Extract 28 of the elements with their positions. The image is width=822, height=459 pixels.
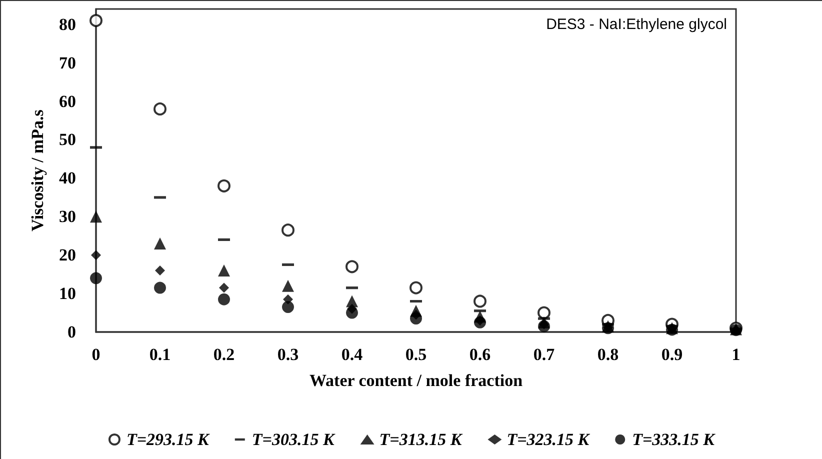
y-tick-label: 0 xyxy=(68,322,76,342)
x-tick-label: 0.2 xyxy=(213,345,235,364)
y-tick-label: 10 xyxy=(59,284,76,304)
legend-label: T=333.15 K xyxy=(632,430,716,449)
y-tick-label: 70 xyxy=(59,53,76,72)
y-axis-title: Viscosity / mPa.s xyxy=(28,109,47,232)
x-tick-label: 0.1 xyxy=(149,345,171,364)
legend-label: T=313.15 K xyxy=(379,430,464,449)
y-tick-label: 80 xyxy=(59,14,76,34)
x-tick-label: 0.6 xyxy=(469,345,491,364)
x-tick-label: 0.9 xyxy=(661,345,683,364)
y-tick-label: 50 xyxy=(59,130,76,150)
annotation: DES3 - NaI:Ethylene glycol xyxy=(546,16,728,33)
x-tick-label: 1 xyxy=(732,345,740,364)
legend-label: T=303.15 K xyxy=(252,430,336,449)
x-tick-label: 0.3 xyxy=(277,345,299,364)
x-tick-label: 0.5 xyxy=(405,345,427,364)
y-tick-label: 60 xyxy=(59,92,76,111)
x-tick-label: 0.8 xyxy=(597,345,619,364)
y-tick-label: 20 xyxy=(59,246,76,265)
x-tick-label: 0.7 xyxy=(533,345,556,364)
legend-label: T=293.15 K xyxy=(126,430,211,449)
x-axis-title: Water content / mole fraction xyxy=(309,371,524,390)
y-tick-label: 40 xyxy=(59,168,76,188)
y-tick-label: 30 xyxy=(59,207,76,226)
legend-label: T=323.15 K xyxy=(506,430,591,449)
x-tick-label: 0.4 xyxy=(341,345,364,364)
x-tick-label: 0 xyxy=(92,345,100,364)
